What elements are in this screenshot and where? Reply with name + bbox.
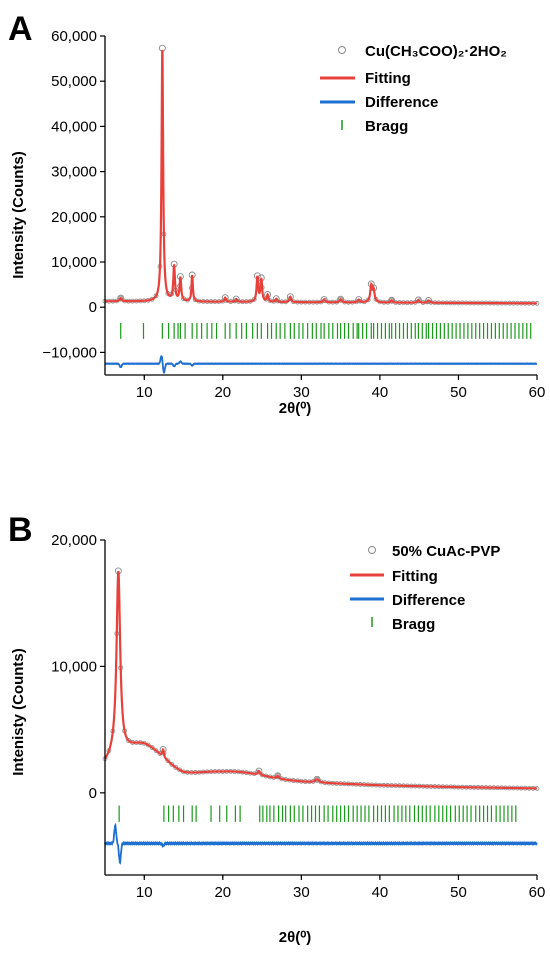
y-tick-label: 0: [89, 785, 97, 802]
observed-point: [221, 294, 229, 302]
x-tick-label: 30: [293, 884, 310, 901]
observed-point: [118, 295, 124, 301]
y-tick-label: 10,000: [51, 658, 97, 675]
observed-point: [338, 296, 344, 302]
panel-b-y-tick-labels: 20,000 10,000 0: [51, 532, 105, 802]
panel-b-legend: 50% CuAc-PVP Fitting Difference Bragg: [350, 543, 500, 633]
observed-point: [165, 758, 171, 764]
fitting-line: [104, 570, 537, 790]
panel-b-plot-area: [102, 540, 540, 876]
fitting-line: [105, 49, 537, 305]
y-tick-label: 0: [89, 299, 97, 316]
difference-line: [104, 822, 538, 865]
y-tick-label: 50,000: [51, 73, 97, 90]
panel-a-legend-fitting-label: Fitting: [365, 70, 411, 87]
panel-a-legend: Cu(CH₃COO)₂·2HO₂ Fitting Difference Brag…: [320, 43, 507, 135]
panel-b-chart: B 20,000 10,000 0 10 20 30 40 50 60 2θ(⁰) Inten…: [8, 511, 545, 946]
panel-a-legend-difference-label: Difference: [365, 94, 438, 111]
observed-point: [149, 745, 155, 750]
x-tick-label: 50: [450, 884, 467, 901]
x-tick-label: 20: [214, 884, 231, 901]
x-tick-label: 30: [293, 384, 310, 401]
panel-b-x-tick-labels: 10 20 30 40 50 60: [136, 875, 545, 901]
panel-a-y-axis-title: Intensity (Counts): [10, 151, 27, 279]
y-tick-label: 40,000: [51, 118, 97, 135]
panel-b-legend-fitting-label: Fitting: [392, 568, 438, 585]
observed-point: [153, 748, 159, 754]
observed-point: [173, 764, 179, 770]
panel-a-chart: A 60,000 50,000 40,000 30,000 20,000 10,000 0 −…: [8, 10, 545, 417]
observed-points: [102, 44, 540, 306]
y-tick-label: 30,000: [51, 164, 97, 181]
observed-points: [102, 567, 540, 791]
observed-point: [389, 297, 395, 303]
panel-b-letter: B: [8, 511, 33, 549]
panel-a-legend-observed-label: Cu(CH₃COO)₂·2HO₂: [365, 43, 507, 60]
panel-a-legend-observed-marker: [338, 46, 346, 54]
panel-b-x-axis-title: 2θ(⁰): [279, 929, 311, 946]
observed-point: [169, 761, 175, 767]
panel-a-legend-bragg-label: Bragg: [365, 118, 408, 135]
y-tick-label: 20,000: [51, 209, 97, 226]
panel-b-legend-difference-label: Difference: [392, 592, 465, 609]
panel-a-letter: A: [8, 10, 33, 48]
panel-b-legend-observed-marker: [368, 546, 376, 554]
x-tick-label: 40: [372, 884, 389, 901]
panel-b-legend-bragg-label: Bragg: [392, 616, 435, 633]
bragg-ticks: [120, 323, 532, 339]
x-tick-label: 10: [136, 884, 153, 901]
x-tick-label: 20: [214, 384, 231, 401]
observed-point: [126, 738, 131, 743]
x-tick-label: 50: [450, 384, 467, 401]
bragg-ticks: [118, 805, 517, 822]
y-tick-label: 20,000: [51, 532, 97, 549]
y-tick-label: 10,000: [51, 254, 97, 271]
panel-b-y-axis-title: Intenisty (Counts): [10, 648, 27, 776]
y-tick-label: −10,000: [42, 344, 97, 361]
panel-b-legend-observed-label: 50% CuAc-PVP: [392, 543, 500, 560]
panel-a-x-axis-title: 2θ(⁰): [279, 400, 311, 417]
x-tick-label: 10: [136, 384, 153, 401]
panel-a-y-tick-labels: 60,000 50,000 40,000 30,000 20,000 10,000 0 −10…: [42, 28, 105, 361]
x-tick-label: 60: [529, 384, 546, 401]
y-tick-label: 60,000: [51, 28, 97, 45]
panel-a-plot-area: [102, 36, 540, 376]
observed-point: [117, 294, 125, 302]
panel-a-x-tick-labels: 10 20 30 40 50 60: [136, 375, 545, 401]
x-tick-label: 60: [529, 884, 546, 901]
difference-line: [104, 355, 538, 374]
x-tick-label: 40: [372, 384, 389, 401]
observed-point: [275, 773, 281, 779]
observed-point: [337, 295, 345, 303]
